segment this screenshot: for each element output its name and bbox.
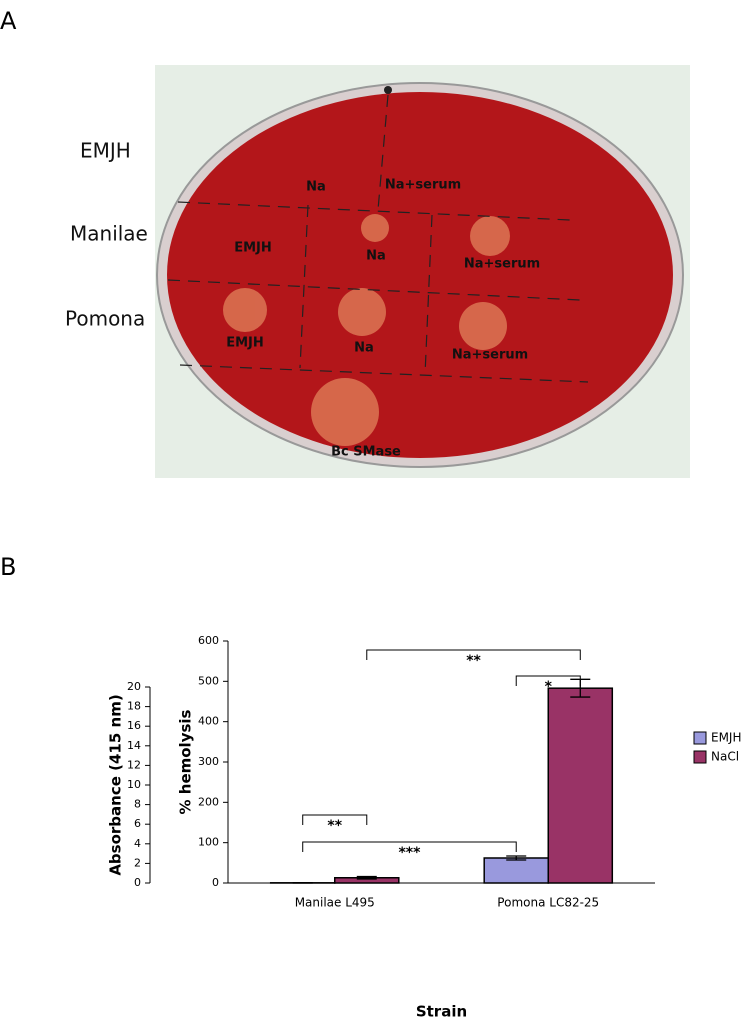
x-axis-label: Strain bbox=[416, 1003, 467, 1021]
well-label: Na+serum bbox=[385, 178, 461, 193]
plate-photo: Na Na+serum EMJH Na Na+serum EMJH Na Na+… bbox=[155, 65, 690, 478]
y-tick-label: 600 bbox=[198, 634, 219, 647]
y2-tick-label: 6 bbox=[134, 817, 141, 830]
bar bbox=[548, 688, 612, 883]
y2-tick-label: 8 bbox=[134, 798, 141, 811]
panel-label: A bbox=[0, 7, 17, 35]
y-tick-label: 100 bbox=[198, 836, 219, 849]
y-axis-label: % hemolysis bbox=[177, 709, 195, 814]
y2-tick-label: 4 bbox=[134, 837, 141, 850]
significance-label: ** bbox=[327, 818, 342, 834]
significance-label: *** bbox=[398, 845, 421, 861]
chart: 0 100 200 300 400 500 600 0 2 4 6 8 10 12 14 16 18 20 % he… bbox=[107, 634, 742, 1020]
legend-swatch bbox=[694, 751, 706, 763]
well-label: Na+serum bbox=[464, 257, 540, 272]
y2-tick-label: 20 bbox=[127, 680, 141, 693]
well-label: Na bbox=[306, 180, 326, 195]
y-tick-label: 200 bbox=[198, 795, 219, 808]
y2-tick-label: 12 bbox=[127, 758, 141, 771]
row-label: Pomona bbox=[65, 307, 145, 331]
well-label: Bc SMase bbox=[331, 445, 401, 460]
legend-swatch bbox=[694, 732, 706, 744]
row-label: Manilae bbox=[70, 222, 148, 246]
bar bbox=[484, 858, 548, 883]
y-tick-label: 500 bbox=[198, 674, 219, 687]
y2-tick-label: 18 bbox=[127, 700, 141, 713]
significance-label: ** bbox=[466, 653, 481, 669]
y2-axis-label: Absorbance (415 nm) bbox=[107, 694, 125, 875]
panel-label: B bbox=[0, 553, 16, 581]
y2-tick-label: 2 bbox=[134, 856, 141, 869]
well-label: Na bbox=[354, 341, 374, 356]
legend-label: EMJH bbox=[711, 731, 742, 745]
y2-tick-label: 14 bbox=[127, 739, 141, 752]
y-tick-label: 0 bbox=[212, 876, 219, 889]
well-label: EMJH bbox=[234, 241, 272, 256]
well-label: Na bbox=[366, 249, 386, 264]
y2-tick-label: 10 bbox=[127, 778, 141, 791]
row-label: EMJH bbox=[80, 139, 131, 163]
well-label: EMJH bbox=[226, 336, 264, 351]
x-tick-label: Pomona LC82-25 bbox=[497, 896, 599, 910]
well-label: Na+serum bbox=[452, 348, 528, 363]
marker bbox=[384, 86, 392, 94]
x-tick-label: Manilae L495 bbox=[295, 896, 375, 910]
y2-tick-label: 0 bbox=[134, 876, 141, 889]
y2-tick-label: 16 bbox=[127, 719, 141, 732]
significance-label: * bbox=[545, 679, 553, 695]
y-tick-label: 400 bbox=[198, 715, 219, 728]
blood-agar bbox=[167, 92, 673, 458]
y-tick-label: 300 bbox=[198, 755, 219, 768]
legend-label: NaCl bbox=[711, 750, 739, 764]
